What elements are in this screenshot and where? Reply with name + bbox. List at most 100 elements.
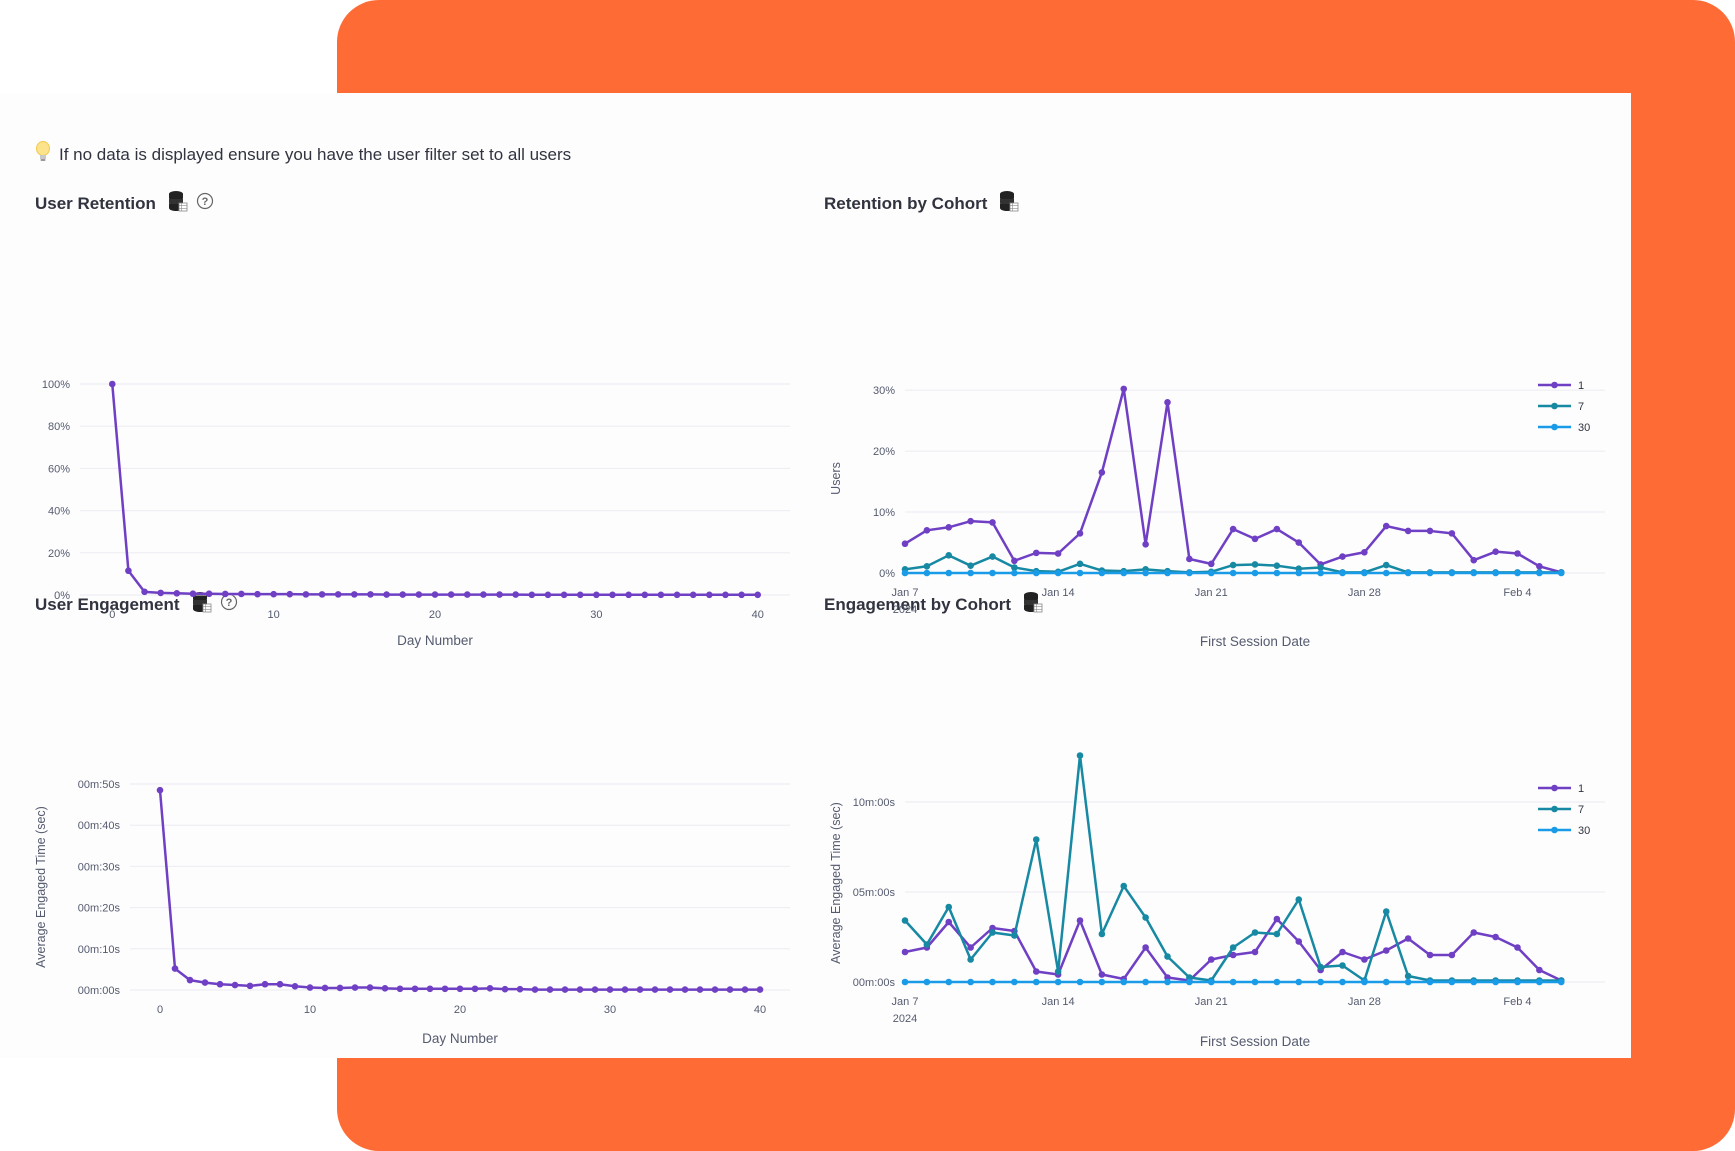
data-point[interactable] [901, 978, 909, 986]
data-point[interactable] [1229, 525, 1237, 533]
data-point[interactable] [576, 591, 584, 599]
data-point[interactable] [1404, 972, 1412, 980]
database-table-icon[interactable] [1023, 591, 1043, 618]
data-point[interactable] [291, 982, 299, 990]
data-point[interactable] [1076, 917, 1084, 924]
data-point[interactable] [967, 562, 974, 569]
data-point[interactable] [666, 986, 674, 993]
data-point[interactable] [756, 986, 764, 993]
data-point[interactable] [726, 986, 734, 993]
user-engagement-chart[interactable]: 00m:00s 00m:10s 00m:20s 00m:30s 00m:40s 00m:5… [30, 665, 790, 1046]
data-point[interactable] [923, 941, 931, 948]
data-point[interactable] [989, 978, 996, 986]
data-point[interactable] [1120, 978, 1128, 986]
data-point[interactable] [1186, 569, 1193, 577]
data-point[interactable] [512, 591, 519, 598]
data-point[interactable] [1382, 947, 1390, 954]
data-point[interactable] [1076, 752, 1084, 759]
data-point[interactable] [351, 984, 359, 991]
legend-label-30[interactable]: 30 [1578, 825, 1590, 837]
data-point[interactable] [1054, 978, 1062, 986]
data-point[interactable] [399, 591, 407, 598]
data-point[interactable] [1448, 569, 1456, 577]
data-point[interactable] [1514, 550, 1521, 557]
data-point[interactable] [1492, 548, 1499, 555]
data-point[interactable] [231, 981, 239, 989]
data-point[interactable] [286, 590, 294, 598]
data-point[interactable] [1470, 556, 1478, 564]
data-point[interactable] [336, 984, 344, 992]
data-point[interactable] [641, 591, 649, 599]
data-point[interactable] [366, 984, 374, 991]
data-point[interactable] [657, 591, 665, 599]
data-point[interactable] [125, 567, 132, 575]
data-point[interactable] [254, 590, 261, 598]
data-point[interactable] [334, 591, 342, 598]
data-point[interactable] [989, 929, 996, 936]
data-point[interactable] [1076, 530, 1084, 537]
data-point[interactable] [501, 985, 509, 993]
data-point[interactable] [1120, 569, 1128, 577]
data-point[interactable] [1382, 561, 1390, 569]
database-table-icon[interactable] [168, 190, 188, 217]
engagement-by-cohort-chart[interactable]: 00m:00s 05m:00s 10m:00s Jan 7 2024 Jan 14 Jan … [820, 665, 1610, 1049]
data-point[interactable] [741, 986, 749, 993]
retention-by-cohort-chart[interactable]: 0% 10% 20% 30% Jan 7 2024 Jan 14 Jan 21 Jan 28 Fe… [820, 263, 1610, 649]
data-point[interactable] [1229, 561, 1237, 569]
data-point[interactable] [1514, 978, 1521, 986]
data-point[interactable] [754, 591, 762, 599]
data-point[interactable] [1426, 569, 1434, 577]
data-point[interactable] [1011, 978, 1018, 986]
data-point[interactable] [431, 591, 439, 598]
data-point[interactable] [711, 986, 719, 993]
data-point[interactable] [1229, 569, 1237, 577]
data-point[interactable] [1426, 978, 1434, 986]
data-point[interactable] [1536, 966, 1543, 974]
data-point[interactable] [1076, 569, 1084, 577]
data-point[interactable] [480, 591, 487, 598]
data-point[interactable] [471, 985, 479, 993]
data-point[interactable] [1492, 933, 1499, 941]
legend-label-1[interactable]: 1 [1578, 783, 1584, 795]
data-point[interactable] [1273, 562, 1281, 569]
data-point[interactable] [270, 590, 277, 598]
data-point[interactable] [1032, 569, 1040, 577]
data-point[interactable] [1404, 978, 1412, 986]
data-point[interactable] [1273, 930, 1281, 938]
data-point[interactable] [411, 985, 419, 993]
data-point[interactable] [945, 978, 953, 986]
data-point[interactable] [156, 786, 164, 794]
data-point[interactable] [593, 591, 600, 599]
data-point[interactable] [989, 553, 996, 560]
data-point[interactable] [923, 978, 931, 986]
data-point[interactable] [1011, 557, 1018, 565]
data-point[interactable] [238, 590, 245, 598]
data-point[interactable] [415, 591, 423, 598]
data-point[interactable] [1317, 564, 1324, 571]
data-point[interactable] [205, 590, 213, 598]
data-point[interactable] [1229, 951, 1237, 959]
data-point[interactable] [1361, 548, 1368, 556]
data-point[interactable] [1229, 978, 1237, 986]
data-point[interactable] [901, 948, 909, 956]
data-point[interactable] [1054, 550, 1062, 557]
data-point[interactable] [989, 519, 996, 526]
data-point[interactable] [901, 569, 909, 577]
data-point[interactable] [738, 591, 745, 599]
data-point[interactable] [1120, 882, 1128, 890]
data-point[interactable] [923, 562, 931, 570]
data-point[interactable] [1382, 978, 1390, 986]
data-point[interactable] [606, 986, 614, 993]
data-point[interactable] [1448, 951, 1456, 959]
data-point[interactable] [651, 986, 659, 993]
data-point[interactable] [1536, 569, 1543, 577]
data-point[interactable] [141, 588, 148, 596]
data-point[interactable] [1207, 569, 1215, 577]
data-point[interactable] [1448, 530, 1456, 537]
data-point[interactable] [426, 985, 434, 993]
data-point[interactable] [1251, 535, 1259, 543]
data-point[interactable] [302, 591, 310, 598]
data-point[interactable] [945, 523, 953, 531]
data-point[interactable] [967, 944, 974, 951]
data-point[interactable] [528, 591, 536, 599]
